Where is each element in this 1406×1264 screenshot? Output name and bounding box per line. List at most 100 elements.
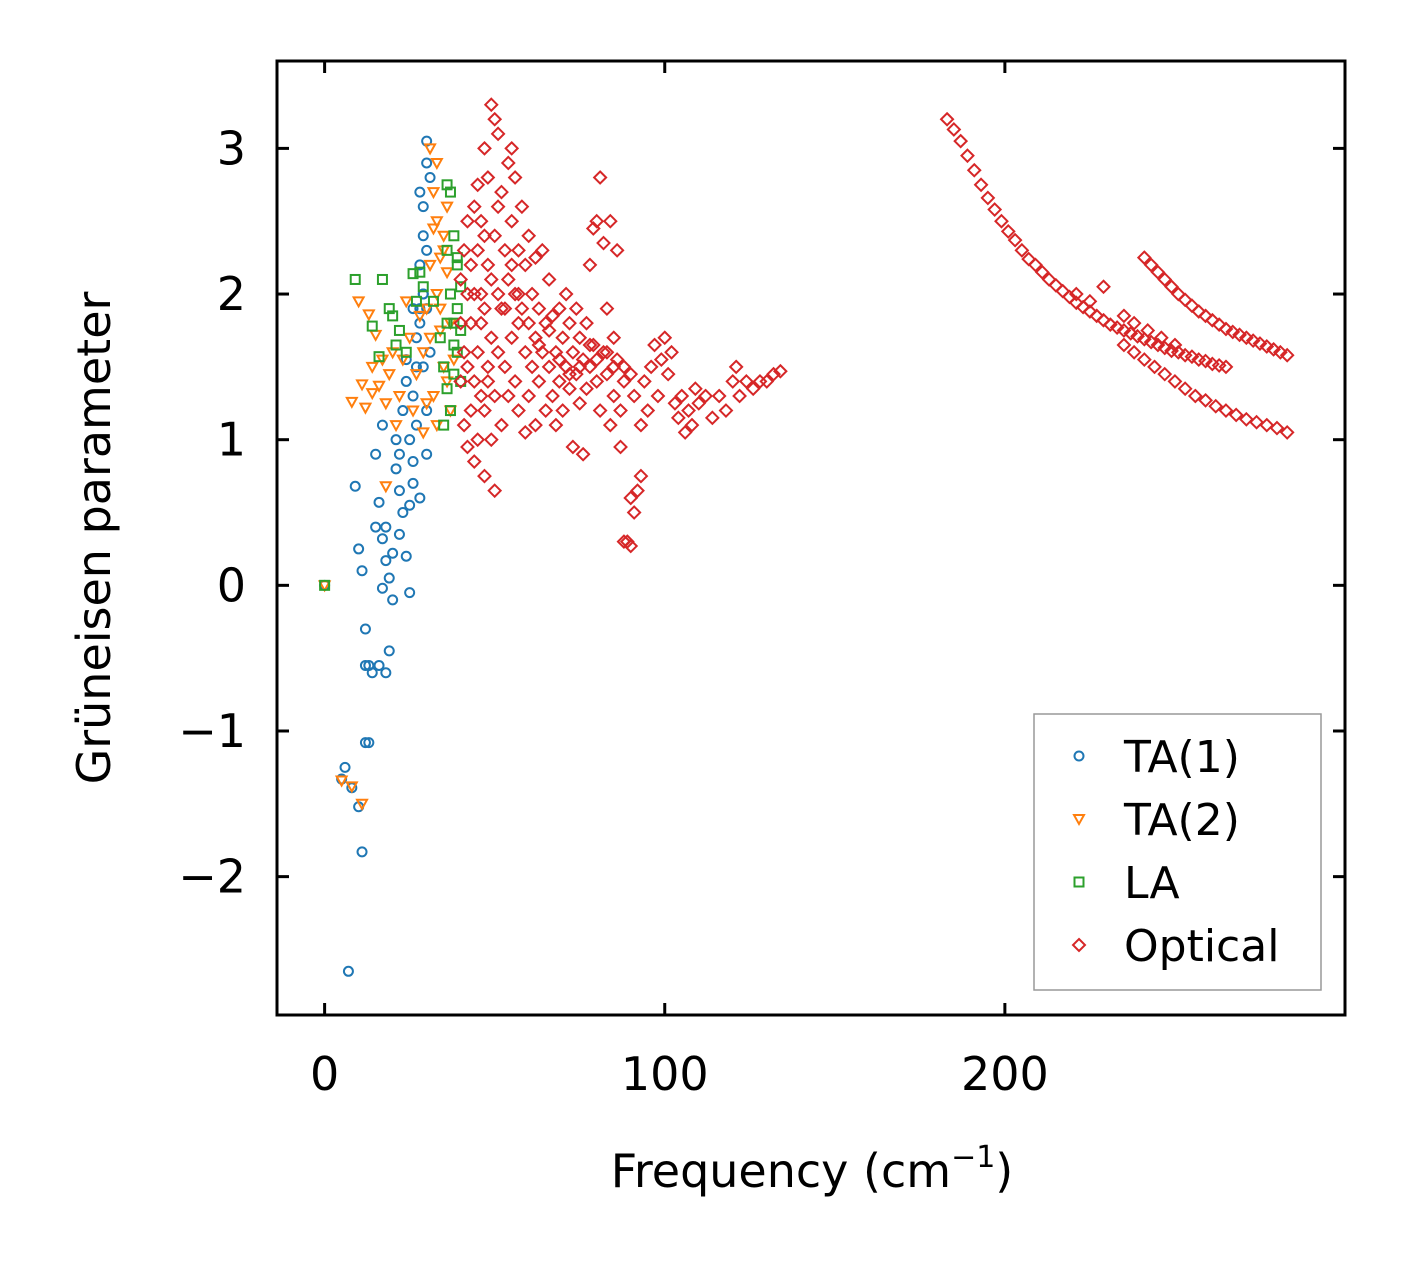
data-point-optical	[483, 272, 499, 287]
data-point-optical	[1279, 347, 1295, 363]
data-point-la	[393, 324, 405, 336]
data-point-la	[438, 361, 450, 373]
data-point-optical	[565, 439, 581, 455]
data-point-ta-2	[423, 143, 437, 156]
data-point-optical	[1123, 325, 1139, 341]
data-point-optical	[589, 213, 605, 229]
legend-marker-ta-1	[1073, 750, 1085, 762]
data-point-optical	[650, 388, 666, 404]
data-point-ta-1	[417, 288, 429, 300]
data-point-optical	[477, 403, 492, 418]
data-point-la	[448, 317, 460, 329]
data-point-optical	[1014, 242, 1030, 258]
data-point-ta-1	[390, 463, 402, 475]
data-point-optical	[677, 424, 693, 440]
data-point-la	[455, 324, 467, 336]
data-point-la	[383, 303, 395, 315]
data-point-optical	[562, 315, 577, 331]
data-point-optical	[728, 359, 744, 375]
data-point-ta-2	[433, 325, 447, 338]
x-tick-label: 100	[621, 1047, 709, 1101]
data-point-optical	[483, 432, 499, 448]
data-point-optical	[1082, 304, 1098, 319]
data-point-ta-2	[426, 390, 441, 404]
data-point-ta-1	[393, 448, 405, 460]
data-point-optical	[1272, 344, 1288, 360]
data-point-optical	[1198, 392, 1213, 408]
data-point-optical	[497, 301, 513, 317]
data-point-optical	[473, 286, 489, 302]
data-point-optical	[725, 374, 741, 389]
data-point-optical	[494, 417, 509, 433]
data-point-optical	[1177, 381, 1193, 397]
data-point-optical	[466, 454, 482, 469]
data-point-optical	[1164, 279, 1179, 295]
legend-marker-ta-2	[1072, 814, 1086, 827]
data-point-optical	[1130, 328, 1145, 344]
data-point-optical	[456, 417, 472, 433]
data-point-ta-1	[376, 533, 388, 545]
data-point-ta-1	[370, 521, 382, 533]
data-point-la	[387, 310, 399, 322]
series-la	[319, 179, 467, 591]
data-point-la	[455, 375, 467, 387]
data-point-optical	[609, 242, 625, 258]
data-point-optical	[626, 505, 642, 520]
data-point-optical	[1184, 349, 1200, 365]
data-point-optical	[630, 483, 645, 499]
data-point-optical	[1218, 359, 1234, 375]
data-point-optical	[589, 374, 605, 389]
data-point-optical	[687, 381, 703, 397]
data-point-optical	[511, 242, 526, 258]
data-point-ta-1	[380, 667, 392, 679]
data-point-optical	[541, 272, 557, 287]
data-point-ta-1	[373, 496, 385, 508]
data-point-ta-1	[414, 186, 426, 198]
data-point-optical	[551, 301, 567, 317]
data-point-optical	[966, 162, 982, 178]
data-point-optical	[558, 286, 574, 302]
data-point-optical	[456, 344, 472, 360]
data-point-optical	[582, 337, 598, 353]
data-point-optical	[704, 410, 720, 426]
data-point-optical	[647, 337, 662, 353]
data-point-optical	[602, 417, 618, 433]
x-axis-label-superscript: −1	[951, 1140, 995, 1175]
x-axis-label: Frequency (cm−1)	[611, 1140, 1014, 1198]
data-point-optical	[524, 359, 540, 375]
data-point-optical	[487, 111, 503, 127]
data-point-optical	[477, 468, 492, 484]
data-point-optical	[572, 359, 588, 375]
data-point-optical	[466, 199, 482, 215]
data-point-ta-1	[397, 405, 409, 417]
data-point-ta-1	[366, 667, 378, 679]
data-point-ta-1	[387, 547, 399, 559]
y-tick-label: 1	[217, 413, 246, 467]
series-optical	[453, 97, 1295, 554]
data-point-optical	[562, 381, 577, 397]
data-point-optical	[596, 344, 611, 360]
data-point-optical	[606, 359, 622, 375]
data-point-la	[444, 405, 456, 417]
data-point-optical	[599, 366, 615, 382]
data-point-ta-1	[342, 965, 354, 977]
data-point-optical	[616, 359, 632, 375]
data-point-optical	[511, 315, 526, 331]
data-point-optical	[500, 272, 516, 287]
data-point-ta-2	[423, 332, 437, 345]
data-point-optical	[1153, 330, 1169, 346]
data-point-optical	[490, 126, 506, 142]
legend-item-optical: Optical	[1071, 921, 1279, 972]
x-axis-label-close: )	[995, 1144, 1013, 1198]
data-point-optical	[473, 213, 489, 229]
data-point-optical	[453, 315, 469, 331]
data-point-optical	[1218, 403, 1234, 418]
data-point-optical	[1000, 223, 1016, 239]
data-point-ta-1	[376, 582, 388, 594]
data-point-optical	[623, 366, 639, 382]
data-point-optical	[477, 301, 492, 317]
plot-frame	[275, 59, 1347, 1017]
data-point-la	[448, 368, 460, 380]
data-point-optical	[517, 424, 533, 440]
data-point-la	[441, 317, 453, 329]
